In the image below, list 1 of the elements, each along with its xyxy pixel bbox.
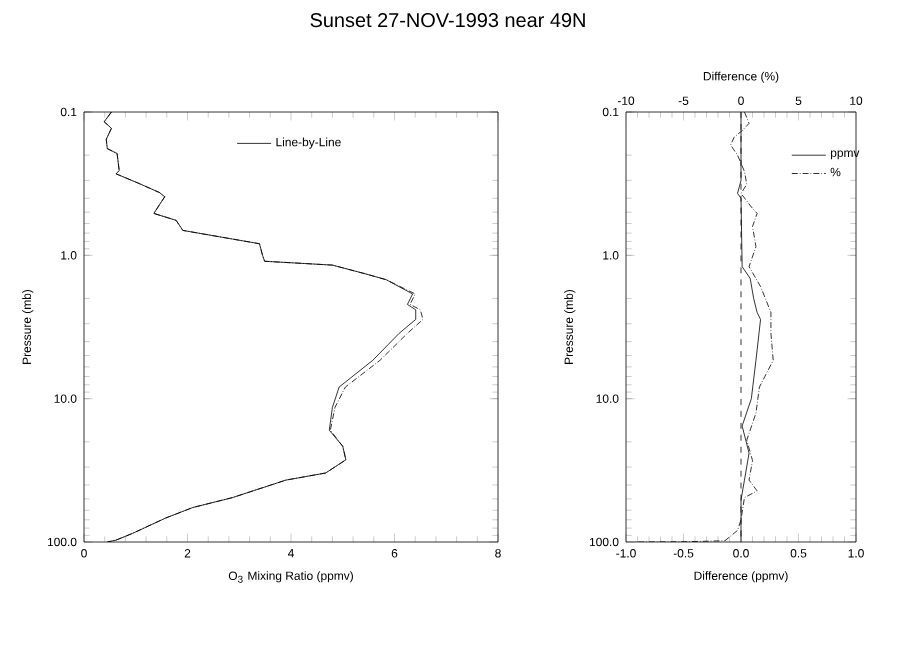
chart-title: Sunset 27-NOV-1993 near 49N: [310, 13, 585, 28]
